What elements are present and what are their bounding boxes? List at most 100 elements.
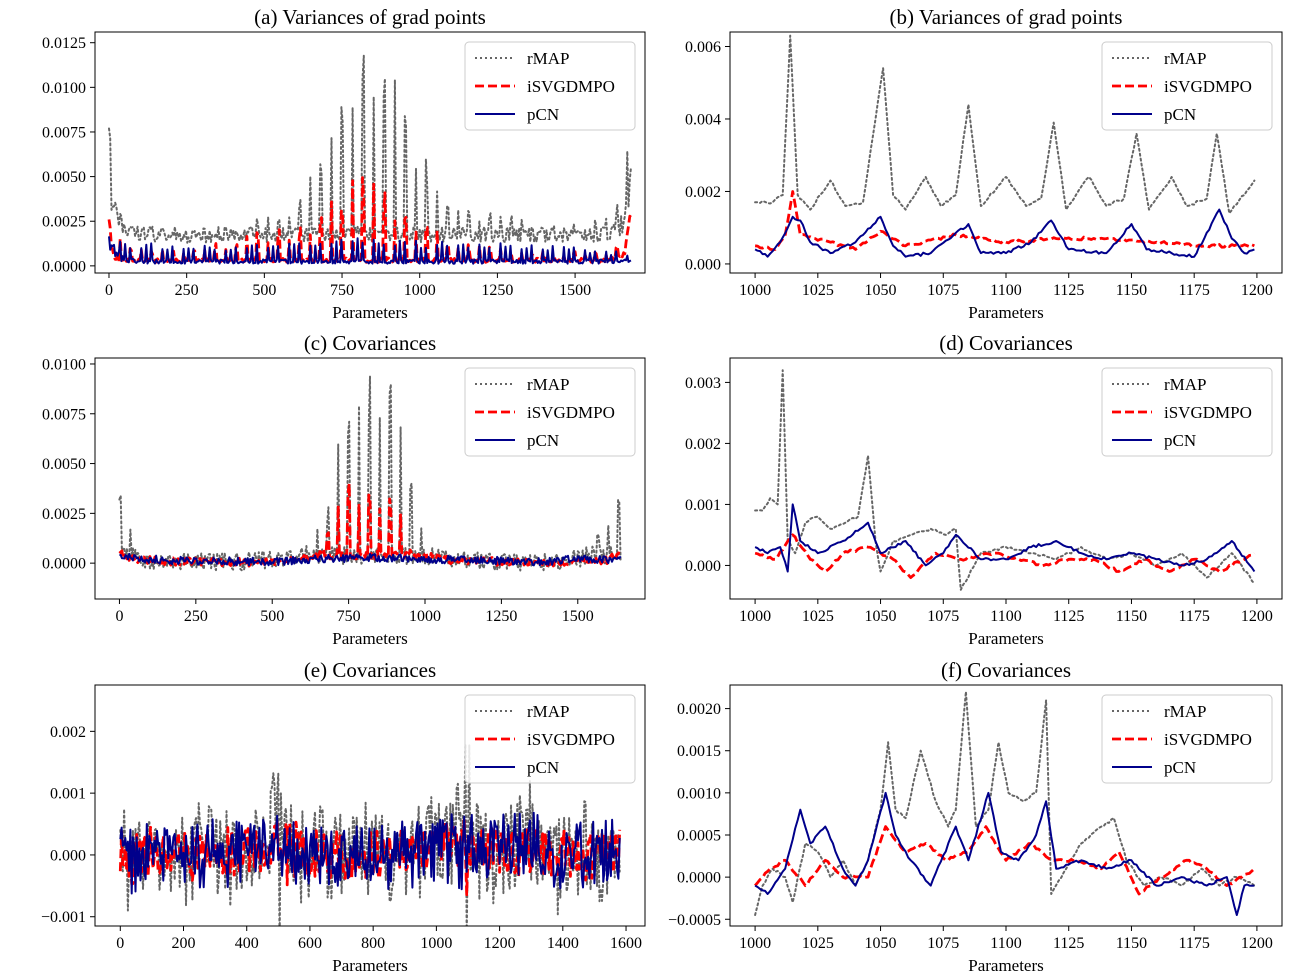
x-tick-label: 250 xyxy=(175,282,199,299)
series-line-pcn xyxy=(119,552,622,567)
series-line-isvgdmpo xyxy=(754,190,1255,252)
legend-label-pcn: pCN xyxy=(527,105,559,124)
x-tick-label: 1250 xyxy=(481,282,513,299)
x-tick-label: 1200 xyxy=(1241,608,1273,625)
series-line-pcn xyxy=(754,791,1255,916)
x-tick-label: 1400 xyxy=(547,935,579,952)
x-tick-label: 400 xyxy=(235,935,259,952)
legend: rMAP iSVGDMPO pCN xyxy=(464,41,636,131)
x-tick-label: 1100 xyxy=(990,935,1021,952)
panel-b: (b) Variances of grad points 1000 1025 1050… xyxy=(685,5,1283,322)
y-tick-label: 0.0125 xyxy=(42,35,86,52)
legend-label-rmap: rMAP xyxy=(527,49,570,68)
y-tick-label: 0.0100 xyxy=(42,356,86,373)
y-tick-label: −0.0005 xyxy=(668,912,721,929)
legend: rMAP iSVGDMPO pCN xyxy=(1101,367,1273,457)
y-tick-label: 0.000 xyxy=(50,847,86,864)
legend-box xyxy=(464,367,636,457)
series-line-pcn xyxy=(108,236,632,265)
x-axis-label: Parameters xyxy=(332,956,408,975)
x-tick-label: 500 xyxy=(252,282,276,299)
y-tick-label: 0.0075 xyxy=(42,406,86,423)
y-tick-label: 0.004 xyxy=(685,111,721,128)
y-tick-label: 0.006 xyxy=(685,39,721,56)
x-tick-label: 1100 xyxy=(990,608,1021,625)
x-tick-label: 1000 xyxy=(420,935,452,952)
panel-title: (a) Variances of grad points xyxy=(254,5,486,29)
legend-label-pcn: pCN xyxy=(527,431,559,450)
legend-box xyxy=(1101,41,1273,131)
x-tick-label: 250 xyxy=(184,608,208,625)
legend-box xyxy=(464,41,636,131)
panel-title: (b) Variances of grad points xyxy=(890,5,1123,29)
y-tick-label: 0.0005 xyxy=(677,827,721,844)
y-tick-label: 0.0025 xyxy=(42,506,86,523)
series-line-pcn xyxy=(754,503,1256,573)
plot-frame xyxy=(94,31,646,274)
x-tick-label: 0 xyxy=(116,935,124,952)
legend-label-pcn: pCN xyxy=(527,758,559,777)
panel-a: (a) Variances of grad points 0 250 500 750 10… xyxy=(42,5,646,322)
y-tick-label: 0.0010 xyxy=(677,785,721,802)
legend-label-isvgdmpo: iSVGDMPO xyxy=(1164,77,1252,96)
series-group xyxy=(107,54,632,265)
x-tick-label: 1175 xyxy=(1178,608,1209,625)
x-tick-label: 1000 xyxy=(409,608,441,625)
x-tick-label: 1175 xyxy=(1178,282,1209,299)
series-group xyxy=(754,690,1256,916)
x-tick-label: 800 xyxy=(361,935,385,952)
legend-label-pcn: pCN xyxy=(1164,758,1196,777)
legend-box xyxy=(1101,694,1273,784)
x-tick-label: 1000 xyxy=(739,282,771,299)
x-tick-label: 1150 xyxy=(1116,282,1147,299)
legend: rMAP iSVGDMPO pCN xyxy=(464,694,636,784)
y-tick-label: 0.001 xyxy=(50,786,86,803)
panel-c: (c) Covariances 0 250 500 750 1000 1250 1500 0.0… xyxy=(42,331,646,648)
y-tick-label: 0.0020 xyxy=(677,701,721,718)
x-tick-label: 1150 xyxy=(1116,935,1147,952)
panel-title: (f) Covariances xyxy=(941,658,1071,682)
legend: rMAP iSVGDMPO pCN xyxy=(464,367,636,457)
panel-title: (c) Covariances xyxy=(304,331,436,355)
y-tick-label: −0.001 xyxy=(41,909,86,926)
x-tick-label: 0 xyxy=(105,282,113,299)
x-tick-label: 1150 xyxy=(1116,608,1147,625)
x-tick-label: 500 xyxy=(260,608,284,625)
legend-label-pcn: pCN xyxy=(1164,431,1196,450)
y-tick-label: 0.000 xyxy=(685,256,721,273)
x-tick-label: 1125 xyxy=(1053,282,1084,299)
y-tick-label: 0.0050 xyxy=(42,456,86,473)
panel-f: (f) Covariances 1000 1025 1050 1075 1100 1125 1… xyxy=(668,658,1283,975)
x-tick-label: 1200 xyxy=(1241,935,1273,952)
x-axis-label: Parameters xyxy=(332,303,408,322)
x-axis-label: Parameters xyxy=(968,303,1044,322)
x-tick-label: 750 xyxy=(337,608,361,625)
panel-e: (e) Covariances 0 200 400 600 800 1000 1200 1400… xyxy=(41,658,646,975)
x-tick-label: 1200 xyxy=(484,935,516,952)
panel-title: (e) Covariances xyxy=(304,658,436,682)
legend-label-rmap: rMAP xyxy=(1164,702,1207,721)
x-tick-label: 1125 xyxy=(1053,935,1084,952)
x-tick-label: 1600 xyxy=(610,935,642,952)
y-tick-label: 0.0075 xyxy=(42,124,86,141)
x-tick-label: 0 xyxy=(115,608,123,625)
x-tick-label: 1200 xyxy=(1241,282,1273,299)
x-tick-label: 1250 xyxy=(485,608,517,625)
legend: rMAP iSVGDMPO pCN xyxy=(1101,41,1273,131)
x-axis-label: Parameters xyxy=(968,956,1044,975)
x-tick-label: 1025 xyxy=(802,282,834,299)
x-tick-label: 1500 xyxy=(559,282,591,299)
x-tick-label: 1100 xyxy=(990,282,1021,299)
y-tick-label: 0.0100 xyxy=(42,80,86,97)
legend-label-isvgdmpo: iSVGDMPO xyxy=(527,403,615,422)
y-tick-label: 0.0050 xyxy=(42,169,86,186)
x-tick-label: 1075 xyxy=(927,935,959,952)
x-tick-label: 1025 xyxy=(802,608,834,625)
x-tick-label: 600 xyxy=(298,935,322,952)
y-tick-label: 0.002 xyxy=(50,724,86,741)
series-line-pcn xyxy=(754,208,1255,258)
x-tick-label: 1500 xyxy=(562,608,594,625)
x-tick-label: 1050 xyxy=(865,608,897,625)
x-tick-label: 1050 xyxy=(865,282,897,299)
